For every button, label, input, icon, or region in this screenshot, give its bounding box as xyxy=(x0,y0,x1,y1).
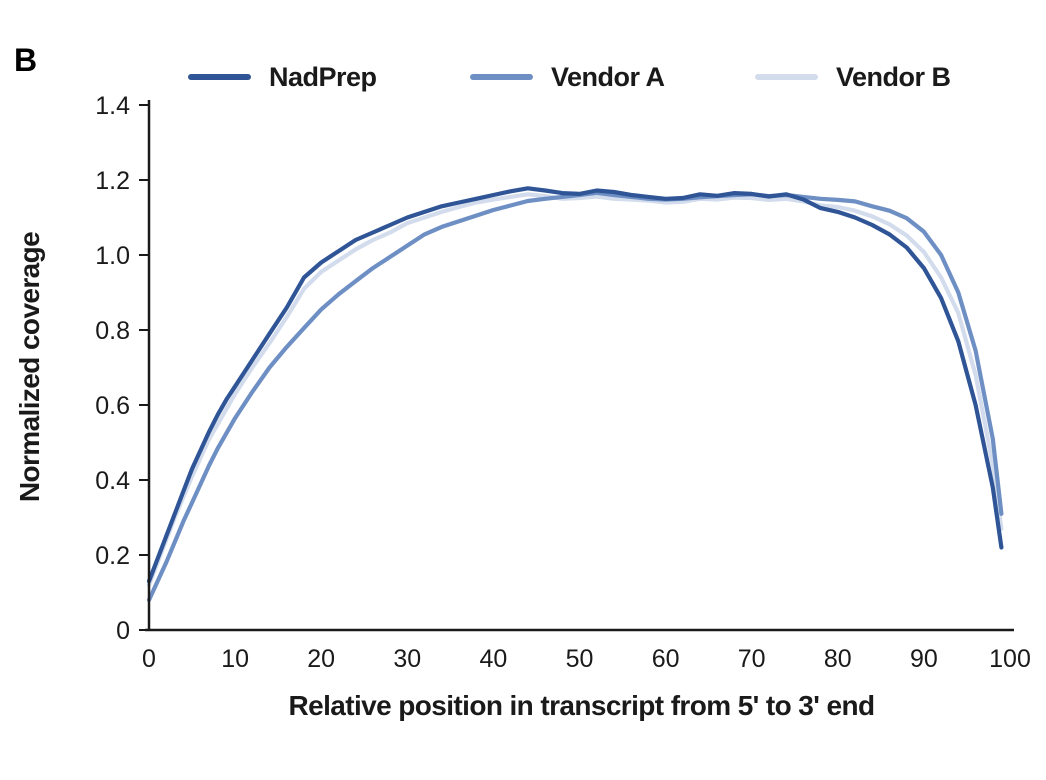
y-tick-label: 1.2 xyxy=(95,167,130,195)
legend-item-vendor-b: Vendor B xyxy=(755,58,951,96)
x-tick-label: 10 xyxy=(221,645,249,673)
x-axis-title: Relative position in transcript from 5' … xyxy=(288,690,875,721)
legend-label-vendor-a: Vendor A xyxy=(551,61,665,92)
series-line-vendor-a xyxy=(146,190,1004,603)
chart-legend: NadPrep Vendor A Vendor B xyxy=(0,58,1046,96)
y-tick-label: 0.4 xyxy=(95,467,130,495)
nadprep-line-swatch-icon xyxy=(188,74,251,80)
x-tick-label: 80 xyxy=(824,645,852,673)
x-tick-label: 60 xyxy=(652,645,680,673)
series-line-vendor-b xyxy=(146,192,1004,588)
x-tick-label: 30 xyxy=(393,645,421,673)
y-axis-title: Normalized coverage xyxy=(14,231,45,503)
legend-label-nadprep: NadPrep xyxy=(269,61,377,92)
legend-item-nadprep: NadPrep xyxy=(188,58,377,96)
x-tick-label: 40 xyxy=(479,645,507,673)
y-tick-label: 0 xyxy=(116,617,130,645)
y-tick-label: 0.2 xyxy=(95,542,130,570)
legend-item-vendor-a: Vendor A xyxy=(470,58,665,96)
x-tick-label: 100 xyxy=(989,645,1031,673)
y-tick-label: 0.6 xyxy=(95,392,130,420)
x-tick-label: 0 xyxy=(142,645,156,673)
y-tick-label: 1.0 xyxy=(95,242,130,270)
x-tick-label: 50 xyxy=(566,645,594,673)
legend-label-vendor-b: Vendor B xyxy=(836,61,951,92)
series-line-nadprep xyxy=(146,186,1004,584)
x-tick-label: 70 xyxy=(738,645,766,673)
x-tick-label: 20 xyxy=(307,645,335,673)
y-tick-label: 0.8 xyxy=(95,317,130,345)
x-tick-label: 90 xyxy=(910,645,938,673)
vendor-b-line-swatch-icon xyxy=(755,74,818,80)
panel-label: B xyxy=(14,42,38,78)
vendor-a-line-swatch-icon xyxy=(470,74,533,80)
y-tick-label: 1.4 xyxy=(95,92,130,120)
